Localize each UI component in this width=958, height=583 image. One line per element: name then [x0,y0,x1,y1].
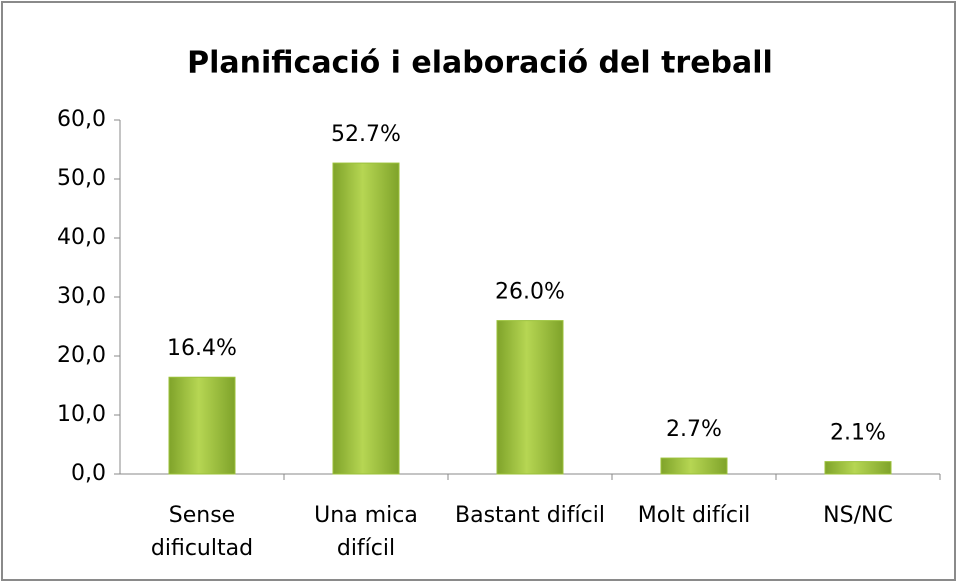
bar [824,461,892,475]
x-tick-label: Una mica difícil [314,503,418,561]
y-tick-label: 0,0 [71,461,106,486]
y-tick-label: 40,0 [57,225,106,250]
data-label: 52.7% [331,122,401,147]
data-label: 2.7% [666,417,722,442]
bar [168,376,236,475]
bar [660,457,728,475]
x-tick-label: Molt difícil [637,503,751,528]
x-tick-label: NS/NC [823,503,893,528]
x-tick-label: Bastant difícil [455,503,605,528]
x-tick-label: Sense dificultad [150,503,254,561]
chart-title: Planificació i elaboració del treball [187,46,773,81]
bar [332,162,400,475]
y-tick-label: 10,0 [57,402,106,427]
bar [496,320,564,475]
y-tick-label: 50,0 [57,166,106,191]
data-label: 16.4% [167,336,237,361]
data-label: 2.1% [830,421,886,446]
y-tick-label: 60,0 [57,107,106,132]
data-label: 26.0% [495,280,565,305]
y-tick-label: 30,0 [57,284,106,309]
y-tick-label: 20,0 [57,343,106,368]
